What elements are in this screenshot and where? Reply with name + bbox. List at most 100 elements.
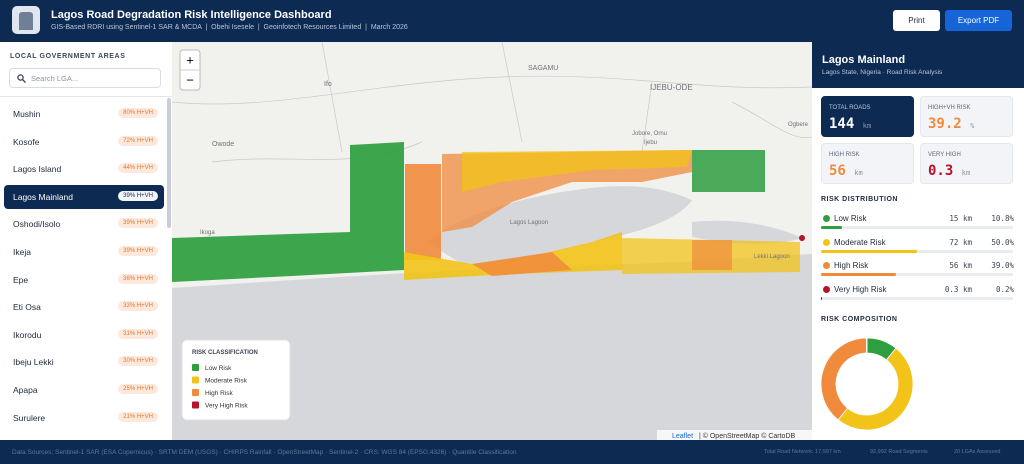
lga-item[interactable]: Ikeja 39% H+VH (4, 240, 164, 264)
place-label: Ijebu (644, 140, 657, 146)
export-button[interactable]: Export PDF (945, 10, 1012, 31)
risk-bar (821, 226, 842, 229)
stat-card: HIGH RISK 56 km (821, 143, 914, 184)
risk-km: 15 km (949, 214, 972, 223)
stat-value-wrap: 0.3 km (928, 163, 970, 179)
search-box[interactable]: Search LGA... (9, 68, 161, 88)
lga-item[interactable]: Surulere 21% H+VH (4, 406, 164, 430)
lga-name: Ibeju Lekki (13, 357, 54, 368)
zoom-out[interactable]: − (186, 72, 194, 87)
stat-label: TOTAL ROADS (829, 105, 871, 111)
stat-label: HIGH+VH RISK (928, 105, 971, 111)
lga-badge: 25% H+VH (118, 384, 158, 394)
place-label: Jobore, Ornu (632, 131, 667, 137)
attribution: | © OpenStreetMap © CartoDB (699, 432, 796, 440)
lga-name: Eti Osa (13, 302, 41, 313)
place-label: Ogbere (788, 122, 809, 128)
lga-item[interactable]: Lagos Mainland 39% H+VH (4, 184, 164, 209)
stat-unit: km (854, 169, 863, 177)
risk-label: High Risk (834, 261, 869, 270)
stat-value: 56 (829, 163, 846, 179)
lga-item[interactable]: Oshodi/Isolo 39% H+VH (4, 212, 164, 236)
legend-swatch (192, 401, 199, 409)
stat-value-wrap: 144 km (829, 116, 871, 132)
risk-bar (821, 249, 917, 253)
legend-swatch (192, 364, 199, 371)
stat-unit: % (970, 122, 975, 130)
stat-value: 39.2 (928, 116, 962, 132)
risk-dot (823, 285, 830, 293)
panel-header: Lagos Mainland Lagos State, Nigeria · Ro… (812, 42, 1024, 88)
lga-badge: 21% H+VH (118, 411, 158, 422)
header: Lagos Road Degradation Risk Intelligence… (0, 0, 1024, 42)
risk-share: 50.0% (991, 237, 1014, 247)
subtitle: GIS-Based RDRI using Sentinel-1 SAR & MC… (51, 24, 408, 31)
lga-item[interactable]: Ikorodu 31% H+VH (4, 323, 164, 347)
lga-item[interactable]: Kosofe 72% H+VH (4, 130, 164, 154)
lga-badge: 39% H+VH (118, 246, 158, 256)
stat-unit: km (862, 122, 872, 130)
lga-badge: 44% H+VH (118, 163, 158, 174)
lga-item[interactable]: Ibeju Lekki 30% H+VH (4, 350, 164, 374)
lga-name: Ikeja (13, 247, 31, 257)
stat-label: HIGH RISK (829, 152, 860, 158)
lga-badge: 39% H+VH (118, 218, 158, 229)
panel-subtitle: Lagos State, Nigeria · Road Risk Analysi… (822, 69, 943, 76)
lga-item[interactable]: Apapa 25% H+VH (4, 378, 164, 402)
stat-card: VERY HIGH 0.3 km (920, 143, 1013, 184)
lga-badge: 72% H+VH (118, 135, 158, 146)
attribution-link[interactable]: Leaflet (672, 433, 693, 440)
lga-name: Apapa (13, 385, 38, 395)
risk-km: 56 km (949, 261, 972, 270)
search-placeholder: Search LGA... (31, 74, 79, 83)
map[interactable]: SAGAMU Ifo IJEBU-ODE Owode Ikoga Ogbere … (172, 42, 812, 440)
risk-track (821, 249, 1013, 253)
place-label: Owode (212, 141, 234, 148)
section-title: RISK DISTRIBUTION (821, 196, 898, 203)
risk-share: 0.2% (995, 284, 1014, 294)
place-label: Lagos Lagoon (510, 220, 548, 226)
footer-stat: Total Road Network: 17,997 km (764, 449, 841, 455)
footer: Data Sources: Sentinel-1 SAR (ESA Copern… (0, 440, 1024, 464)
stat-value: 144 (829, 116, 855, 132)
place-label: Ifo (324, 81, 332, 88)
zoom-control: + − (179, 49, 201, 91)
legend-swatch (192, 389, 199, 396)
legend-label: Low Risk (205, 365, 232, 372)
risk-track (821, 226, 1013, 229)
panel-title: Lagos Mainland (822, 54, 906, 66)
risk-dot (823, 238, 830, 246)
place-label: SAGAMU (528, 65, 558, 72)
lga-badge: 36% H+VH (118, 273, 158, 284)
stat-card: TOTAL ROADS 144 km (821, 96, 914, 137)
donut-segment (820, 337, 868, 421)
lga-item[interactable]: Mushin 80% H+VH (4, 102, 164, 126)
lga-item[interactable]: Lagos Island 44% H+VH (4, 157, 164, 181)
print-button[interactable]: Print (893, 10, 940, 31)
lga-name: Ikorodu (13, 329, 42, 340)
lga-item[interactable]: Epe 36% H+VH (4, 268, 164, 292)
lga-badge: 31% H+VH (118, 328, 158, 339)
lga-badge: 30% H+VH (118, 356, 158, 367)
lga-item[interactable]: Eti Osa 33% H+VH (4, 295, 164, 319)
stat-value-wrap: 56 km (829, 163, 863, 179)
donut-chart (820, 337, 914, 431)
lga-badge: 39% H+VH (118, 190, 158, 201)
zoom-in[interactable]: + (186, 52, 194, 67)
scrollbar (167, 98, 171, 228)
footer-stat: 20 LGAs Assessed (954, 449, 1001, 455)
risk-track (821, 273, 1013, 276)
search-icon (17, 74, 26, 83)
risk-layer (172, 142, 805, 282)
lga-badge: 33% H+VH (118, 301, 158, 312)
legend-title: RISK CLASSIFICATION (192, 350, 258, 356)
lga-name: Lagos Mainland (13, 191, 74, 202)
risk-km: 72 km (949, 237, 972, 247)
risk-share: 39.0% (991, 261, 1014, 270)
lga-name: Lagos Island (13, 164, 62, 175)
detail-panel: Lagos Mainland Lagos State, Nigeria · Ro… (812, 42, 1024, 440)
legend-label: High Risk (205, 390, 234, 397)
legend-label: Very High Risk (205, 403, 248, 410)
data-sources: Data Sources: Sentinel-1 SAR (ESA Copern… (12, 449, 517, 456)
